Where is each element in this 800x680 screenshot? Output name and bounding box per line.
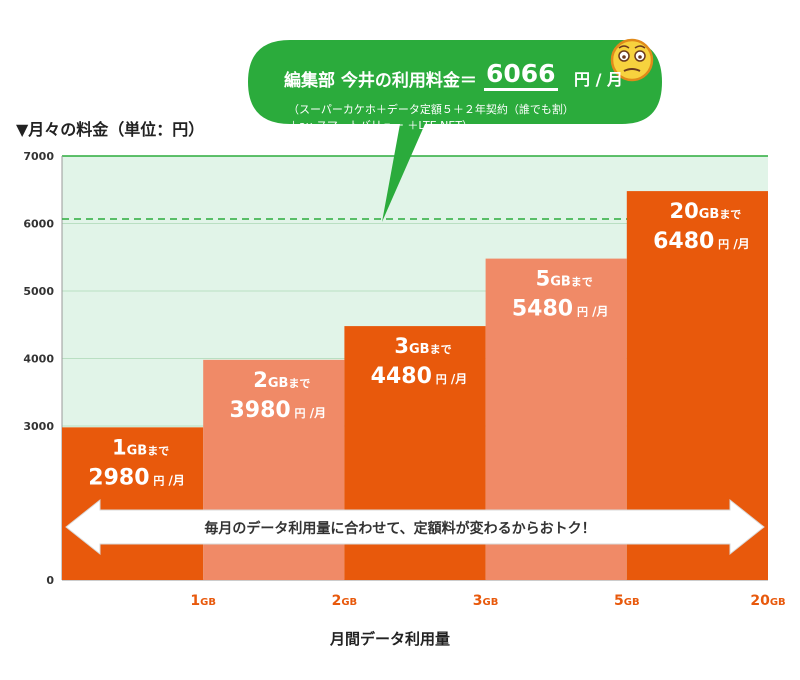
- bar-gb-label: 5GBまで: [536, 267, 593, 291]
- y-tick-label: 0: [46, 574, 54, 587]
- bar-value-label: 6480 円 /月: [653, 229, 750, 254]
- bar-value-label: 5480 円 /月: [512, 297, 609, 322]
- x-tick-label: 5GB: [614, 593, 640, 609]
- bubble-unit: 円 / 月: [574, 70, 623, 89]
- face-mouth: [623, 68, 641, 72]
- bar-value-label: 2980 円 /月: [88, 465, 185, 490]
- bar-gb-label: 2GBまで: [253, 368, 310, 392]
- bar-value-label: 3980 円 /月: [229, 398, 326, 423]
- face-pupil: [638, 55, 642, 59]
- chart-title: ▼月々の料金（単位：円）: [16, 120, 205, 139]
- face: [610, 38, 654, 82]
- x-tick-label: 3GB: [473, 593, 499, 609]
- bubble-value: 6066: [484, 60, 558, 91]
- speech-bubble: [248, 40, 662, 222]
- face-brows: [618, 45, 646, 49]
- bar-gb-label: 20GBまで: [669, 199, 741, 223]
- face-pupil: [622, 55, 626, 59]
- x-tick-label: 20GB: [750, 593, 785, 609]
- bubble-label: 編集部 今井の利用料金＝: [284, 71, 477, 91]
- emoji-face-icon: [610, 38, 654, 82]
- bar-gb-label: 1GBまで: [112, 435, 169, 459]
- y-tick-label: 6000: [23, 218, 54, 231]
- bar: [62, 427, 204, 580]
- bubble-detail-line1: （スーパーカケホ＋データ定額５＋２年契約（誰でも割）: [288, 103, 574, 116]
- bar-gb-label: 3GBまで: [394, 334, 451, 358]
- banner-arrow: [65, 498, 765, 556]
- x-tick-label: 1GB: [190, 593, 216, 609]
- bar: [203, 359, 345, 580]
- y-tick-label: 5000: [23, 285, 54, 298]
- x-axis-title: 月間データ利用量: [330, 630, 451, 648]
- bubble-detail-line2: ＋au スマートバリュー ＋LTE NET）: [288, 119, 474, 132]
- y-tick-label: 4000: [23, 353, 54, 366]
- x-tick-label: 2GB: [332, 593, 358, 609]
- y-tick-label: 3000: [23, 420, 54, 433]
- y-tick-label: 7000: [23, 150, 54, 163]
- banner-text: 毎月のデータ利用量に合わせて、定額料が変わるからおトク！: [204, 521, 596, 537]
- bar-value-label: 4480 円 /月: [371, 364, 468, 389]
